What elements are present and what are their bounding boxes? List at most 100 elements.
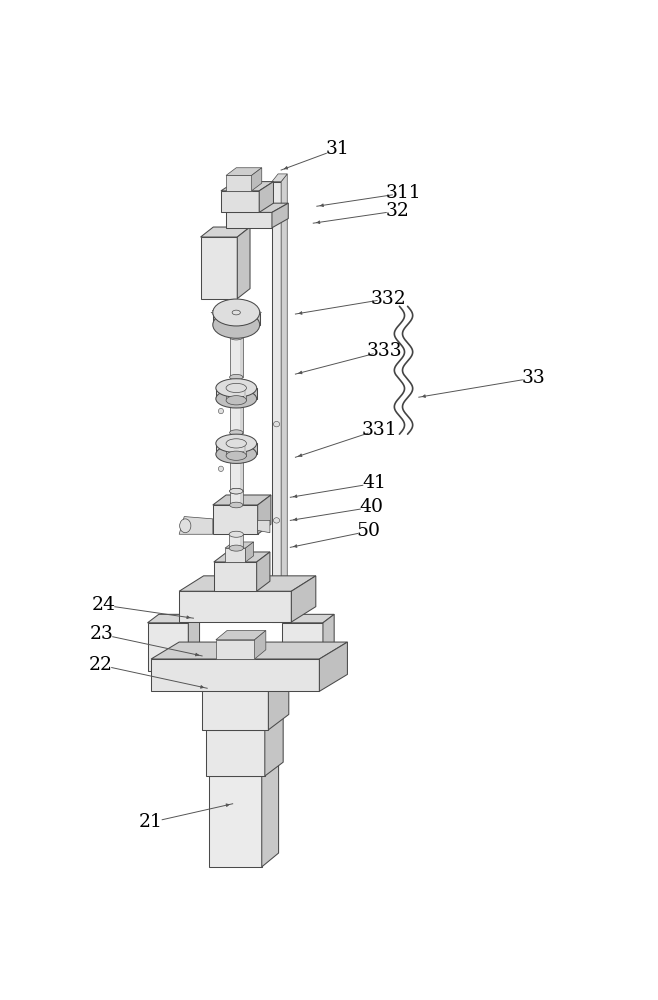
Ellipse shape bbox=[230, 430, 243, 435]
Polygon shape bbox=[209, 762, 278, 776]
Polygon shape bbox=[226, 168, 262, 175]
Ellipse shape bbox=[226, 439, 247, 448]
Ellipse shape bbox=[180, 519, 191, 533]
Polygon shape bbox=[257, 311, 262, 312]
Text: 21: 21 bbox=[139, 813, 163, 831]
Polygon shape bbox=[240, 534, 243, 548]
Ellipse shape bbox=[229, 545, 243, 551]
Text: 331: 331 bbox=[361, 421, 397, 439]
Polygon shape bbox=[230, 445, 243, 491]
Ellipse shape bbox=[218, 408, 224, 414]
Polygon shape bbox=[251, 443, 257, 454]
Text: 23: 23 bbox=[89, 625, 114, 643]
Polygon shape bbox=[188, 614, 199, 671]
Polygon shape bbox=[201, 237, 238, 299]
Polygon shape bbox=[221, 191, 259, 212]
Ellipse shape bbox=[230, 374, 243, 380]
Polygon shape bbox=[240, 445, 243, 491]
Ellipse shape bbox=[213, 311, 260, 338]
Ellipse shape bbox=[232, 310, 240, 315]
Polygon shape bbox=[216, 443, 257, 454]
Polygon shape bbox=[255, 631, 266, 659]
Ellipse shape bbox=[230, 334, 243, 340]
Ellipse shape bbox=[218, 466, 224, 472]
Polygon shape bbox=[179, 517, 213, 534]
Polygon shape bbox=[265, 716, 283, 776]
Polygon shape bbox=[255, 309, 260, 311]
Text: 333: 333 bbox=[367, 342, 402, 360]
Polygon shape bbox=[226, 175, 251, 191]
Ellipse shape bbox=[230, 502, 243, 508]
Polygon shape bbox=[213, 314, 218, 316]
Text: 22: 22 bbox=[89, 656, 113, 674]
Polygon shape bbox=[225, 542, 253, 548]
Polygon shape bbox=[206, 730, 265, 776]
Polygon shape bbox=[323, 614, 334, 671]
Polygon shape bbox=[240, 318, 244, 319]
Polygon shape bbox=[230, 337, 243, 377]
Polygon shape bbox=[216, 640, 255, 659]
Polygon shape bbox=[216, 631, 266, 640]
Text: 50: 50 bbox=[357, 522, 381, 540]
Ellipse shape bbox=[229, 531, 243, 537]
Polygon shape bbox=[262, 762, 278, 867]
Polygon shape bbox=[251, 168, 262, 191]
Text: 311: 311 bbox=[386, 184, 421, 202]
Ellipse shape bbox=[230, 488, 243, 494]
Polygon shape bbox=[151, 659, 319, 691]
Text: 31: 31 bbox=[325, 140, 349, 158]
Ellipse shape bbox=[226, 451, 247, 460]
Polygon shape bbox=[258, 520, 270, 533]
Polygon shape bbox=[226, 388, 247, 400]
Polygon shape bbox=[226, 443, 247, 456]
Polygon shape bbox=[206, 716, 283, 730]
Polygon shape bbox=[179, 591, 291, 622]
Polygon shape bbox=[253, 315, 257, 317]
Polygon shape bbox=[216, 308, 220, 310]
Ellipse shape bbox=[274, 421, 280, 427]
Polygon shape bbox=[319, 642, 347, 691]
Polygon shape bbox=[282, 623, 323, 671]
Ellipse shape bbox=[230, 442, 243, 448]
Ellipse shape bbox=[274, 518, 280, 523]
Polygon shape bbox=[213, 505, 258, 534]
Text: 32: 32 bbox=[386, 202, 409, 220]
Polygon shape bbox=[258, 495, 271, 534]
Polygon shape bbox=[272, 203, 288, 228]
Polygon shape bbox=[214, 552, 270, 562]
Polygon shape bbox=[216, 388, 257, 399]
Polygon shape bbox=[240, 337, 243, 377]
Ellipse shape bbox=[230, 388, 243, 394]
Polygon shape bbox=[251, 388, 257, 399]
Polygon shape bbox=[202, 674, 289, 690]
Text: 332: 332 bbox=[370, 290, 406, 308]
Polygon shape bbox=[257, 552, 270, 591]
Ellipse shape bbox=[226, 383, 247, 393]
Ellipse shape bbox=[226, 396, 247, 405]
Polygon shape bbox=[259, 182, 274, 212]
Polygon shape bbox=[209, 776, 262, 867]
Polygon shape bbox=[214, 562, 257, 591]
Polygon shape bbox=[291, 576, 316, 622]
Polygon shape bbox=[213, 495, 271, 505]
Polygon shape bbox=[244, 443, 247, 456]
Polygon shape bbox=[213, 310, 216, 312]
Ellipse shape bbox=[216, 389, 257, 408]
Polygon shape bbox=[230, 391, 243, 433]
Polygon shape bbox=[238, 227, 250, 299]
Ellipse shape bbox=[230, 488, 243, 494]
Polygon shape bbox=[211, 312, 215, 314]
Ellipse shape bbox=[213, 299, 260, 326]
Polygon shape bbox=[250, 308, 256, 309]
Polygon shape bbox=[240, 391, 243, 433]
Text: 41: 41 bbox=[362, 474, 386, 492]
Polygon shape bbox=[147, 623, 188, 671]
Polygon shape bbox=[213, 312, 260, 325]
Polygon shape bbox=[272, 182, 281, 622]
Polygon shape bbox=[228, 306, 232, 307]
Polygon shape bbox=[217, 316, 222, 317]
Polygon shape bbox=[229, 534, 243, 548]
Ellipse shape bbox=[216, 379, 257, 397]
Polygon shape bbox=[221, 307, 226, 308]
Polygon shape bbox=[226, 203, 288, 212]
